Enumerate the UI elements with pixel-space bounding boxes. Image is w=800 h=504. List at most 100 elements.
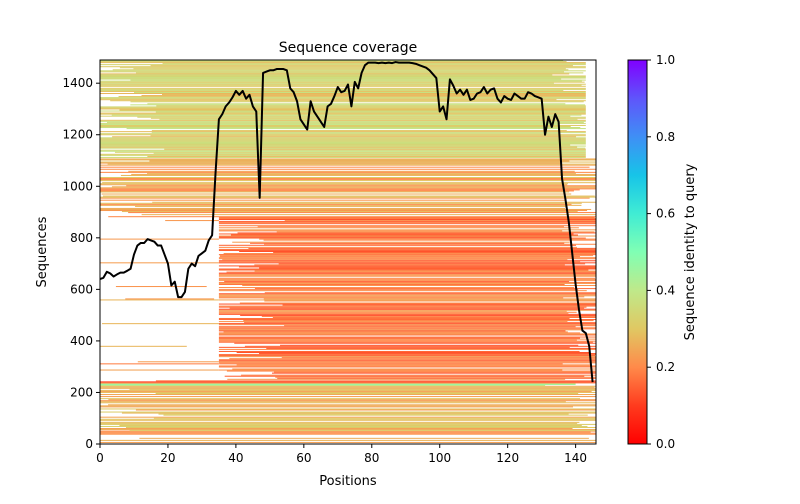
alignment-row <box>155 111 586 113</box>
alignment-row <box>218 305 596 307</box>
alignment-row <box>236 351 590 354</box>
alignment-row <box>147 155 586 157</box>
alignment-row <box>234 342 596 344</box>
x-tick-label: 80 <box>364 451 379 465</box>
alignment-row <box>165 220 219 222</box>
alignment-row <box>100 98 586 100</box>
alignment-row <box>218 254 596 256</box>
alignment-row <box>100 396 596 398</box>
alignment-row <box>264 300 596 302</box>
alignment-row <box>133 68 566 70</box>
alignment-row <box>147 103 566 105</box>
alignment-row <box>218 260 596 262</box>
alignment-row <box>218 338 596 340</box>
alignment-row <box>150 65 573 67</box>
alignment-row <box>250 242 565 244</box>
alignment-row <box>218 246 577 248</box>
alignment-row <box>100 238 219 240</box>
alignment-row <box>100 401 566 403</box>
alignment-row <box>257 226 564 228</box>
y-tick-label: 0 <box>85 437 93 451</box>
alignment-row <box>100 189 580 191</box>
alignment-row <box>218 313 596 315</box>
alignment-row <box>100 405 596 407</box>
alignment-row <box>100 386 595 388</box>
alignment-row <box>100 431 591 433</box>
alignment-row <box>120 174 596 176</box>
alignment-row <box>100 127 581 129</box>
alignment-row <box>242 284 596 287</box>
alignment-row <box>151 132 586 134</box>
alignment-row <box>218 225 596 227</box>
alignment-row <box>100 381 596 383</box>
alignment-row <box>218 257 596 259</box>
alignment-row <box>100 108 586 110</box>
colorbar-tick-label: 0.2 <box>656 360 675 374</box>
plot-frame <box>99 59 597 445</box>
alignment-row <box>100 433 596 435</box>
alignment-row <box>100 400 596 402</box>
alignment-row <box>130 101 584 103</box>
alignment-row <box>128 170 575 172</box>
alignment-row <box>218 311 577 313</box>
alignment-row <box>218 369 563 371</box>
alignment-row <box>100 369 219 371</box>
alignment-row <box>100 156 586 158</box>
alignment-row <box>218 350 580 352</box>
alignment-row <box>100 60 564 62</box>
alignment-row <box>156 105 586 107</box>
alignment-row <box>244 345 596 347</box>
alignment-row <box>232 241 570 243</box>
alignment-row <box>224 375 585 377</box>
alignment-row <box>100 166 590 168</box>
alignment-row <box>218 366 596 368</box>
alignment-row <box>126 128 586 130</box>
alignment-row <box>100 382 596 384</box>
alignment-row <box>232 368 596 370</box>
alignment-row <box>100 162 563 164</box>
alignment-row <box>152 201 596 203</box>
alignment-row <box>218 249 596 251</box>
alignment-row <box>218 310 567 312</box>
alignment-row <box>218 273 596 275</box>
alignment-row <box>100 81 585 83</box>
alignment-row <box>100 80 582 82</box>
alignment-row <box>100 188 596 190</box>
alignment-row <box>153 417 596 419</box>
y-tick-label: 200 <box>70 385 93 399</box>
alignment-row <box>278 263 586 265</box>
alignment-row <box>100 107 586 109</box>
alignment-row <box>100 402 596 404</box>
alignment-row <box>100 66 586 68</box>
alignment-row <box>128 212 596 214</box>
alignment-row <box>100 422 578 424</box>
alignment-row <box>275 376 596 378</box>
alignment-row <box>100 83 586 85</box>
alignment-row <box>240 314 596 316</box>
alignment-row <box>219 256 580 258</box>
alignment-row <box>218 309 596 311</box>
alignment-row <box>276 231 595 233</box>
alignment-row <box>137 116 586 118</box>
alignment-row <box>100 421 580 423</box>
alignment-row <box>112 69 569 71</box>
alignment-row <box>125 426 596 429</box>
heatmap <box>100 60 596 443</box>
y-tick-label: 1400 <box>62 76 93 90</box>
alignment-row <box>100 191 570 193</box>
alignment-row <box>218 265 596 267</box>
alignment-row <box>100 416 596 418</box>
alignment-row <box>106 121 584 123</box>
alignment-row <box>100 387 596 389</box>
alignment-row <box>100 398 580 400</box>
x-tick-label: 20 <box>160 451 175 465</box>
alignment-row <box>218 233 574 235</box>
alignment-row <box>150 117 586 119</box>
x-tick-label: 120 <box>496 451 519 465</box>
alignment-row <box>100 394 596 396</box>
alignment-row <box>264 292 596 294</box>
alignment-row <box>218 339 577 341</box>
alignment-row <box>100 190 574 192</box>
alignment-row <box>100 208 592 210</box>
alignment-row <box>280 344 579 346</box>
